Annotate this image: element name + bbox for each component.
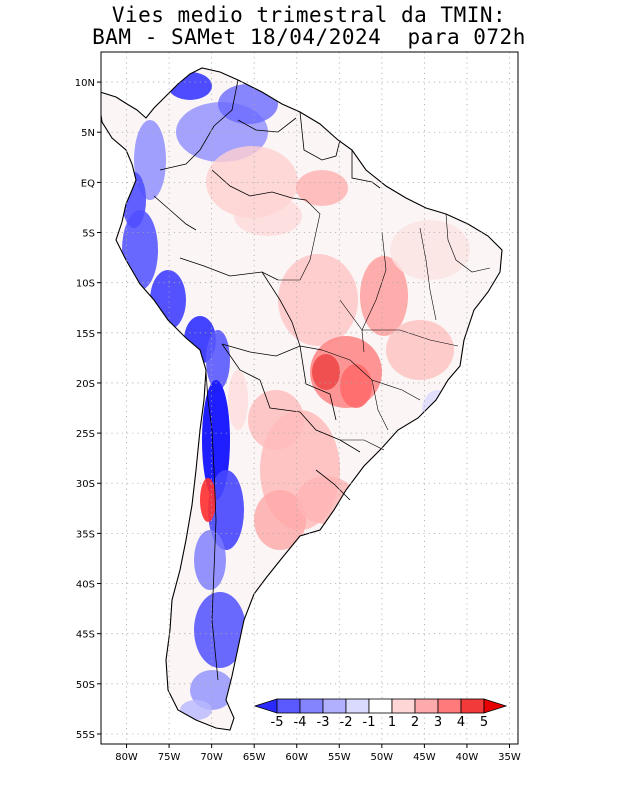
colorbar-arrow-right xyxy=(483,698,508,714)
bias-region xyxy=(122,210,158,290)
bias-region xyxy=(150,270,186,330)
colorbar-box xyxy=(391,698,416,714)
bias-region xyxy=(254,490,306,550)
map-title-line-1: Vies medio trimestral da TMIN: xyxy=(111,3,507,27)
bias-region xyxy=(248,390,304,450)
colorbar: -5 -4 -3 -2 -1 1 2 3 4 5 xyxy=(253,698,508,730)
lat-tick-label: 40S xyxy=(76,580,95,591)
colorbar-label: 4 xyxy=(457,715,465,730)
lon-tick-label: 35W xyxy=(498,752,521,763)
colorbar-box xyxy=(460,698,485,714)
bias-region xyxy=(194,592,246,668)
colorbar-label: 1 xyxy=(388,715,396,730)
colorbar-label: -1 xyxy=(363,715,376,730)
colorbar-box xyxy=(322,698,347,714)
continent-outline xyxy=(101,67,503,731)
bias-region xyxy=(194,530,226,590)
lat-tick-label: 10S xyxy=(76,279,95,290)
bias-region xyxy=(360,256,408,336)
lat-tick-label: 35S xyxy=(76,529,95,540)
colorbar-label: -3 xyxy=(317,715,330,730)
lon-tick-label: 55W xyxy=(328,752,351,763)
bias-region xyxy=(296,170,348,206)
lon-tick-label: 80W xyxy=(115,752,138,763)
colorbar-box xyxy=(437,698,462,714)
lat-tick-label: 5N xyxy=(81,128,95,139)
lat-tick-label: 55S xyxy=(76,730,95,741)
lat-lon-grid xyxy=(101,52,518,744)
lon-tick-label: 40W xyxy=(456,752,479,763)
lon-tick-label: 45W xyxy=(413,752,436,763)
bias-region xyxy=(200,478,216,522)
country-borders xyxy=(153,79,381,681)
colorbar-box xyxy=(414,698,439,714)
lon-tick-label: 60W xyxy=(285,752,308,763)
colorbar-box xyxy=(276,698,301,714)
bias-region xyxy=(228,370,248,430)
colorbar-label: 5 xyxy=(480,715,488,730)
lat-tick-label: 20S xyxy=(76,379,95,390)
colorbar-label: 3 xyxy=(434,715,442,730)
colorbar-box xyxy=(299,698,324,714)
bias-region xyxy=(234,196,302,236)
colorbar-box xyxy=(345,698,370,714)
lat-tick-label: 45S xyxy=(76,630,95,641)
lat-tick-label: 30S xyxy=(76,479,95,490)
colorbar-label: 2 xyxy=(411,715,419,730)
colorbar-label: -2 xyxy=(340,715,353,730)
lat-tick-label: 50S xyxy=(76,680,95,691)
bias-region xyxy=(208,470,244,550)
lon-tick-label: 75W xyxy=(158,752,181,763)
bias-region xyxy=(340,364,372,408)
map-frame xyxy=(100,51,519,745)
bias-region xyxy=(390,220,470,280)
bias-region xyxy=(190,670,234,710)
lat-tick-label: EQ xyxy=(81,178,95,189)
latitude-axis: 10N 5N EQ 5S 10S 15S 20S 25S 30S 35S 40S 45S 50S 55S xyxy=(75,78,101,741)
lat-tick-label: 10N xyxy=(75,78,95,89)
longitude-axis: 80W 75W 70W 65W 60W 55W 50W 45W 40W 35W xyxy=(115,744,521,763)
colorbar-box xyxy=(368,698,393,714)
bias-field xyxy=(101,68,502,730)
bias-region xyxy=(386,320,454,380)
colorbar-label: -5 xyxy=(271,715,284,730)
state-borders xyxy=(278,199,491,451)
bias-region xyxy=(218,84,278,124)
lon-tick-label: 70W xyxy=(200,752,223,763)
bias-region xyxy=(278,254,358,346)
lon-tick-label: 50W xyxy=(371,752,394,763)
lon-tick-label: 65W xyxy=(243,752,266,763)
bias-region xyxy=(168,72,212,100)
bias-region xyxy=(180,700,212,720)
lat-tick-label: 5S xyxy=(82,229,95,240)
lat-tick-label: 15S xyxy=(76,329,95,340)
bias-region xyxy=(312,354,340,390)
colorbar-arrow-left xyxy=(253,698,278,714)
lat-tick-label: 25S xyxy=(76,429,95,440)
colorbar-label: -4 xyxy=(294,715,307,730)
map-title-line-2: BAM - SAMet 18/04/2024 para 072h xyxy=(92,25,526,49)
